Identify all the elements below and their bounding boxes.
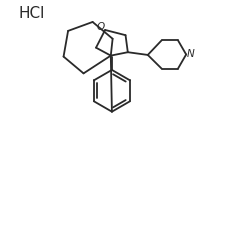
Text: O: O	[97, 22, 105, 32]
Text: HCl: HCl	[19, 6, 45, 21]
Text: N: N	[187, 49, 195, 59]
